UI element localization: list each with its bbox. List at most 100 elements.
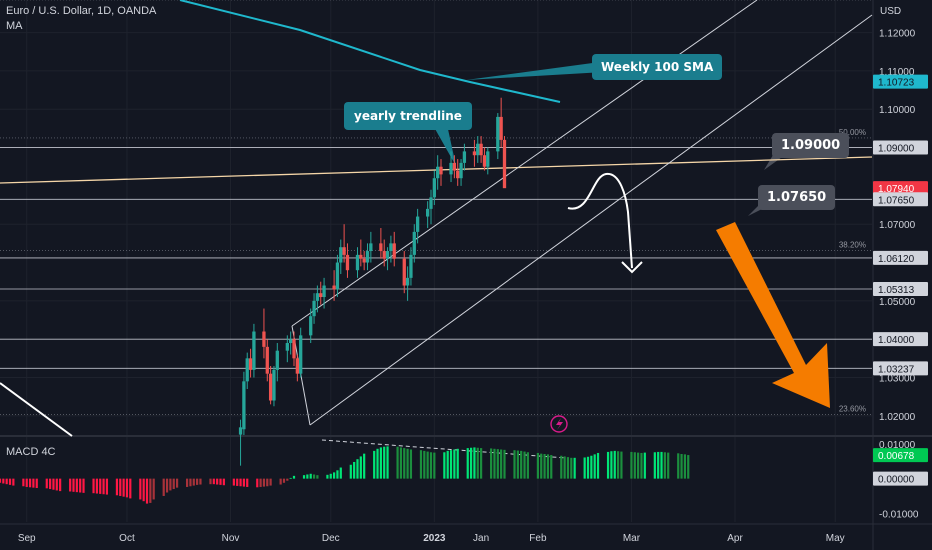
macd-histogram-bar (105, 478, 109, 495)
macd-histogram-bar (683, 454, 687, 479)
fib-level-label: 23.60% (839, 405, 866, 414)
chart-title: Euro / U.S. Dollar, 1D, OANDA (6, 5, 157, 17)
candle-body (425, 208, 430, 217)
macd-histogram-bar (212, 478, 215, 485)
macd-histogram-bar (653, 452, 656, 479)
macd-histogram-bar (466, 448, 469, 479)
macd-histogram-bar (543, 454, 546, 479)
candle-body (389, 243, 393, 252)
price-axis-tick-label: 1.10000 (879, 105, 916, 116)
macd-histogram-bar (443, 452, 446, 479)
price-tag-label: 1.05313 (878, 285, 915, 296)
price-axis-tick-label: 1.05000 (879, 297, 916, 308)
macd-histogram-bar (406, 448, 409, 479)
macd-histogram-bar (359, 456, 362, 479)
macd-histogram-bar (660, 451, 663, 479)
macd-histogram-bar (259, 478, 262, 487)
candle-body (439, 166, 443, 175)
orange-down-arrow[interactable] (716, 222, 830, 408)
lightning-icon[interactable] (550, 415, 568, 433)
macd-histogram-bar (302, 475, 306, 479)
macd-histogram-bar (423, 450, 426, 479)
price-tag-label: 1.10723 (878, 78, 915, 89)
candle-body (472, 151, 477, 156)
candle-body (295, 358, 299, 374)
macd-histogram-bar (216, 478, 219, 485)
macd-histogram-bar (596, 452, 600, 479)
candle-body (299, 335, 303, 374)
macd-histogram-bar (376, 448, 379, 479)
macd-histogram-bar (22, 478, 25, 487)
candle-body (262, 331, 266, 347)
macd-histogram-bar (292, 475, 296, 479)
callout-weekly-sma: Weekly 100 SMA (592, 54, 723, 80)
fib-level-label: 38.20% (839, 240, 866, 249)
candle-body (342, 247, 346, 255)
candle-body (449, 162, 453, 175)
macd-histogram-bar (469, 447, 473, 479)
macd-histogram-bar (269, 478, 272, 486)
macd-histogram-bar (175, 478, 179, 488)
projection-arrowhead (621, 261, 643, 274)
macd-histogram-bar (12, 478, 15, 486)
macd-histogram-bar (473, 447, 476, 479)
macd-histogram-bar (630, 451, 633, 479)
indicator-label[interactable]: MA (6, 20, 23, 32)
candle-body (339, 247, 343, 263)
callout-level-107650: 1.07650 (758, 185, 836, 210)
candle-body (459, 162, 463, 179)
macd-histogram-bar (196, 478, 199, 485)
candle-body (379, 243, 383, 252)
macd-histogram-bar (219, 478, 222, 485)
macd-histogram-bar (339, 467, 342, 479)
candle-body (476, 143, 480, 156)
yearly-trendline[interactable] (0, 156, 873, 184)
macd-zero-value-tag: 0.00000 (878, 475, 915, 486)
macd-histogram-bar (513, 450, 516, 479)
macd-histogram-bar (119, 478, 122, 496)
projection-path[interactable] (567, 172, 633, 269)
macd-histogram-bar (637, 452, 640, 479)
price-axis-tick-label: 1.12000 (879, 29, 916, 40)
macd-histogram-bar (209, 478, 212, 485)
macd-histogram-bar (236, 478, 239, 486)
macd-histogram-bar (222, 478, 225, 486)
downtrend-line[interactable] (0, 382, 73, 437)
macd-histogram-bar (399, 447, 403, 479)
macd-histogram-bar (145, 478, 149, 504)
macd-histogram-bar (667, 452, 670, 479)
price-tag-label: 1.04000 (878, 335, 915, 346)
candle-body (365, 251, 370, 263)
macd-histogram-bar (373, 450, 376, 479)
candle-body (292, 339, 296, 359)
callout-pointer-sma (466, 62, 604, 80)
macd-histogram-bar (92, 478, 95, 494)
macd-histogram-bar (125, 478, 129, 498)
macd-last-value-tag: 0.00678 (878, 451, 915, 462)
macd-histogram-bar (563, 456, 566, 479)
macd-histogram-bar (363, 453, 366, 479)
time-axis-tick-label: Oct (119, 533, 135, 544)
macd-label[interactable]: MACD 4C (6, 446, 56, 458)
channel-line-lower[interactable] (309, 14, 873, 426)
candle-body (502, 139, 507, 189)
price-tag-bg (873, 74, 928, 89)
price-tag-label: 1.07940 (878, 184, 915, 195)
candle-body (432, 178, 436, 198)
price-tag-label: 1.03237 (878, 364, 915, 375)
candle-body (409, 254, 413, 278)
macd-histogram-bar (379, 447, 382, 479)
candle-body (242, 381, 246, 430)
time-axis-tick-label: Sep (18, 533, 36, 544)
macd-histogram-bar (165, 478, 169, 493)
weekly-sma-line[interactable] (179, 0, 561, 103)
candle-body (452, 162, 457, 171)
time-axis-tick-label: Dec (322, 533, 340, 544)
price-tag-bg (873, 192, 928, 207)
macd-histogram-bar (28, 478, 32, 488)
macd-histogram-bar (79, 478, 82, 493)
macd-histogram-bar (620, 451, 623, 479)
macd-histogram-bar (349, 464, 352, 479)
